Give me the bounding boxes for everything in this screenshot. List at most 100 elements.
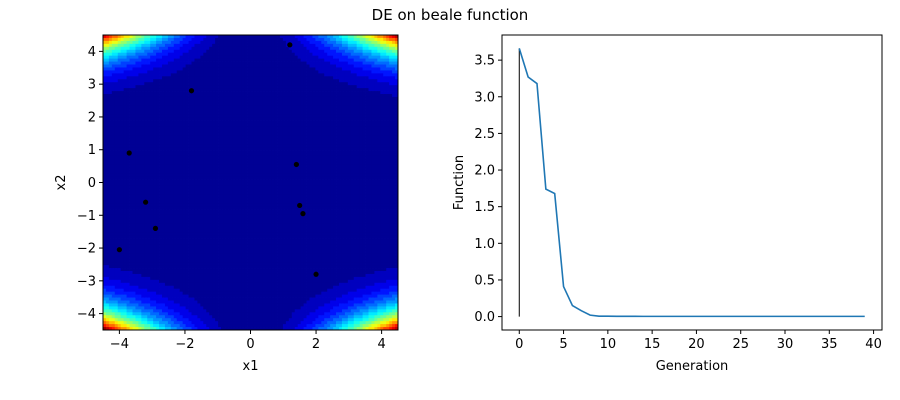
- contour-cell: [147, 306, 151, 310]
- contour-cell: [223, 61, 228, 65]
- contour-cell: [218, 82, 222, 86]
- contour-cell: [170, 161, 175, 166]
- contour-cell: [226, 141, 231, 145]
- contour-cell: [182, 96, 186, 101]
- contour-cell: [114, 55, 119, 59]
- contour-cell: [153, 35, 157, 39]
- contour-cell: [179, 76, 184, 80]
- contour-cell: [167, 247, 172, 251]
- contour-cell: [147, 271, 151, 275]
- contour-cell: [188, 126, 192, 130]
- contour-cell: [105, 197, 110, 201]
- contour-cell: [200, 141, 204, 145]
- contour-cell: [200, 155, 204, 160]
- contour-cell: [167, 91, 172, 95]
- contour-cell: [105, 155, 110, 160]
- contour-cell: [126, 120, 130, 124]
- contour-cell: [223, 135, 228, 139]
- contour-cell: [241, 129, 245, 133]
- contour-cell: [209, 327, 213, 331]
- contour-cell: [223, 164, 228, 169]
- contour-cell: [150, 135, 154, 139]
- contour-cell: [238, 327, 243, 331]
- contour-cell: [159, 52, 163, 57]
- contour-cell: [221, 35, 225, 39]
- contour-cell: [141, 182, 145, 186]
- contour-cell: [162, 35, 166, 39]
- contour-cell: [209, 129, 213, 133]
- contour-cell: [153, 282, 157, 287]
- contour-cell: [159, 35, 163, 39]
- contour-cell: [223, 235, 228, 239]
- contour-cell: [114, 273, 119, 278]
- contour-cell: [114, 108, 119, 113]
- contour-cell: [147, 315, 151, 319]
- contour-cell: [232, 61, 237, 65]
- contour-cell: [212, 315, 216, 319]
- contour-cell: [238, 111, 243, 116]
- contour-cell: [141, 164, 145, 169]
- contour-cell: [241, 315, 245, 319]
- contour-cell: [108, 321, 113, 325]
- contour-cell: [221, 226, 225, 231]
- contour-cell: [185, 94, 189, 98]
- contour-cell: [244, 105, 248, 110]
- contour-cell: [212, 259, 216, 263]
- contour-cell: [229, 297, 234, 301]
- contour-cell: [117, 176, 122, 180]
- contour-cell: [135, 262, 139, 266]
- contour-cell: [162, 58, 166, 62]
- contour-cell: [200, 144, 204, 148]
- contour-cell: [135, 203, 139, 207]
- contour-cell: [229, 129, 234, 133]
- contour-cell: [170, 73, 175, 77]
- contour-cell: [215, 99, 219, 104]
- contour-cell: [182, 197, 186, 201]
- contour-cell: [123, 247, 127, 251]
- contour-cell: [132, 262, 136, 266]
- contour-cell: [179, 324, 184, 328]
- contour-cell: [170, 85, 175, 89]
- contour-cell: [179, 64, 184, 68]
- contour-cell: [238, 73, 243, 77]
- contour-cell: [123, 306, 127, 310]
- contour-cell: [123, 164, 127, 169]
- contour-cell: [215, 324, 219, 328]
- contour-cell: [132, 303, 136, 307]
- contour-cell: [141, 99, 145, 104]
- contour-cell: [176, 232, 181, 236]
- contour-cell: [111, 55, 116, 59]
- contour-cell: [200, 108, 204, 113]
- contour-cell: [159, 61, 163, 65]
- contour-cell: [138, 294, 142, 298]
- contour-cell: [129, 206, 133, 210]
- contour-cell: [135, 253, 139, 257]
- contour-cell: [244, 79, 248, 83]
- contour-cell: [215, 327, 219, 331]
- contour-cell: [126, 176, 130, 180]
- contour-cell: [185, 129, 189, 133]
- contour-cell: [105, 126, 110, 130]
- contour-cell: [218, 235, 222, 239]
- contour-cell: [170, 203, 175, 207]
- contour-cell: [126, 182, 130, 186]
- contour-cell: [132, 253, 136, 257]
- contour-cell: [238, 155, 243, 160]
- contour-cell: [123, 244, 127, 248]
- contour-cell: [191, 194, 195, 198]
- contour-cell: [223, 94, 228, 98]
- contour-cell: [114, 114, 119, 118]
- contour-cell: [179, 203, 184, 207]
- contour-cell: [238, 64, 243, 68]
- contour-cell: [170, 170, 175, 175]
- contour-cell: [197, 209, 201, 213]
- contour-cell: [111, 67, 116, 71]
- contour-cell: [120, 70, 125, 74]
- contour-cell: [117, 49, 122, 54]
- contour-cell: [194, 262, 198, 266]
- contour-cell: [206, 223, 210, 228]
- contour-cell: [126, 37, 130, 42]
- contour-cell: [120, 164, 125, 169]
- contour-cell: [126, 117, 130, 121]
- contour-cell: [215, 297, 219, 301]
